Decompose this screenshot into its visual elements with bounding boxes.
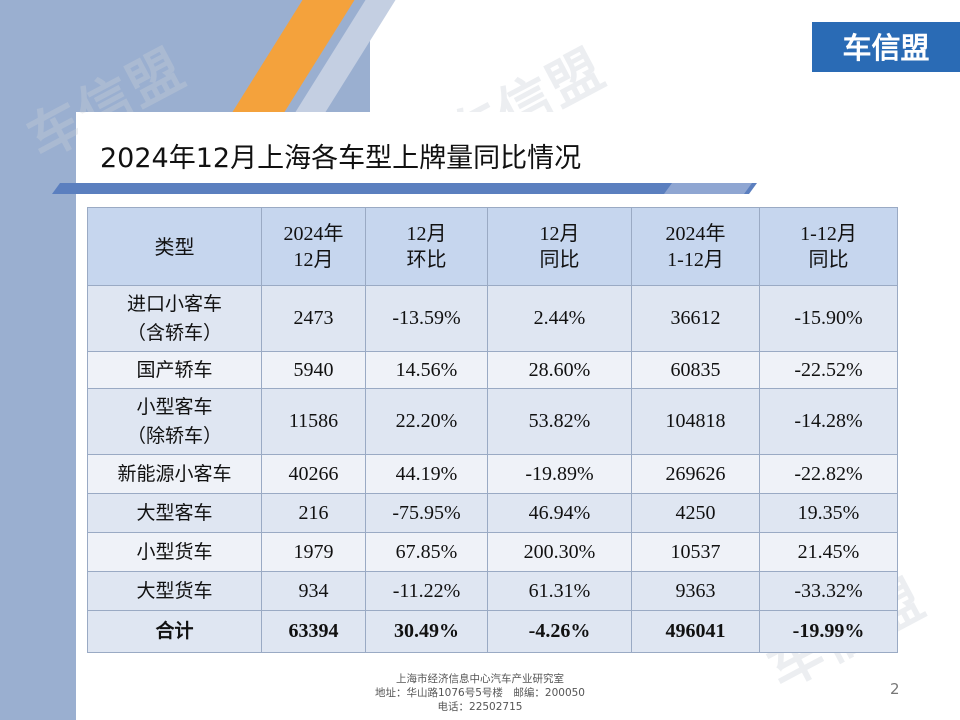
column-header-line1: 2024年	[665, 222, 726, 245]
total-ytd-yoy-cell: -19.99%	[759, 610, 898, 653]
vehicle-type-name: 小型货车	[136, 540, 213, 563]
vehicle-type-cell: 大型客车	[87, 493, 262, 533]
dec-2024-cell: 40266	[261, 454, 366, 494]
vehicle-type-name: 新能源小客车	[117, 462, 232, 485]
mom-cell: 14.56%	[365, 351, 488, 389]
column-header: 2024年 1-12月	[631, 207, 760, 286]
yoy-cell: 200.30%	[487, 532, 632, 572]
ytd-2024-cell: 60835	[631, 351, 760, 389]
vehicle-type-name: 进口小客车	[126, 292, 222, 315]
vehicle-type-cell: 小型货车	[87, 532, 262, 572]
brand-logo-mark: 车信盟	[842, 31, 929, 65]
mom-cell: -75.95%	[365, 493, 488, 533]
column-header-line2: 同比	[539, 248, 580, 271]
table-row: 国产轿车 5940 14.56% 28.60% 60835 -22.52%	[87, 351, 898, 389]
ytd-yoy-cell: 19.35%	[759, 493, 898, 533]
column-header: 12月环比	[365, 207, 488, 286]
column-header-line1: 12月	[539, 222, 580, 245]
dec-2024-cell: 1979	[261, 532, 366, 572]
yoy-cell: -19.89%	[487, 454, 632, 494]
dec-2024-cell: 5940	[261, 351, 366, 389]
yoy-cell: 2.44%	[487, 285, 632, 352]
column-header-line2: 1-12月	[667, 248, 724, 271]
total-mom-cell: 30.49%	[365, 610, 488, 653]
footer-phone: 电话：22502715	[437, 701, 523, 713]
vehicle-type-name: 大型货车	[136, 579, 213, 602]
total-ytd-2024-cell: 496041	[631, 610, 760, 653]
footer: 上海市经济信息中心汽车产业研究室 地址：华山路1076号5号楼 邮编：20005…	[0, 672, 960, 714]
column-header: 类型	[87, 207, 262, 286]
column-header-line2: 同比	[808, 248, 849, 271]
vehicle-type-note: （含轿车）	[126, 321, 222, 344]
vehicle-type-name: 国产轿车	[136, 358, 213, 381]
column-header-line2: 环比	[406, 248, 447, 271]
title-underline-bar	[52, 183, 757, 194]
total-row: 合计 63394 30.49% -4.26% 496041 -19.99%	[87, 610, 898, 653]
yoy-cell: 46.94%	[487, 493, 632, 533]
total-yoy-cell: -4.26%	[487, 610, 632, 653]
table-row: 小型客车 （除轿车） 11586 22.20% 53.82% 104818 -14.28%	[87, 388, 898, 455]
yoy-cell: 28.60%	[487, 351, 632, 389]
vehicle-type-cell: 大型货车	[87, 571, 262, 611]
dec-2024-cell: 11586	[261, 388, 366, 455]
page-title: 2024年12月上海各车型上牌量同比情况	[100, 143, 582, 174]
column-header: 12月同比	[487, 207, 632, 286]
ytd-yoy-cell: -14.28%	[759, 388, 898, 455]
ytd-2024-cell: 104818	[631, 388, 760, 455]
column-header-line1: 1-12月	[800, 222, 857, 245]
column-header-line1: 12月	[406, 222, 447, 245]
table-body: 进口小客车 （含轿车） 2473 -13.59% 2.44% 36612 -15.90% 国产…	[87, 285, 898, 653]
vehicle-type-cell: 新能源小客车	[87, 454, 262, 494]
vehicle-type-note: （除轿车）	[126, 424, 222, 447]
vehicle-type-name: 小型客车	[136, 395, 213, 418]
table-row: 大型货车 934 -11.22% 61.31% 9363 -33.32%	[87, 571, 898, 611]
column-header-line1: 2024年	[283, 222, 344, 245]
vehicle-type-name: 大型客车	[136, 501, 213, 524]
footer-address: 地址：华山路1076号5号楼 邮编：200050	[375, 687, 585, 699]
ytd-yoy-cell: -15.90%	[759, 285, 898, 352]
table-header-row: 类型 2024年 12月 12月 环比 12月 同比 2024年 1-12月 1-12月 同比	[87, 207, 898, 286]
yoy-cell: 61.31%	[487, 571, 632, 611]
dec-2024-cell: 934	[261, 571, 366, 611]
ytd-2024-cell: 10537	[631, 532, 760, 572]
mom-cell: 67.85%	[365, 532, 488, 572]
ytd-2024-cell: 269626	[631, 454, 760, 494]
vehicle-type-cell: 国产轿车	[87, 351, 262, 389]
table-row: 新能源小客车 40266 44.19% -19.89% 269626 -22.82%	[87, 454, 898, 494]
column-header-line1: 类型	[154, 234, 195, 259]
table-row: 小型货车 1979 67.85% 200.30% 10537 21.45%	[87, 532, 898, 572]
ytd-2024-cell: 36612	[631, 285, 760, 352]
mom-cell: 44.19%	[365, 454, 488, 494]
ytd-yoy-cell: -22.52%	[759, 351, 898, 389]
table-row: 大型客车 216 -75.95% 46.94% 4250 19.35%	[87, 493, 898, 533]
ytd-yoy-cell: -22.82%	[759, 454, 898, 494]
table-row: 进口小客车 （含轿车） 2473 -13.59% 2.44% 36612 -15.90%	[87, 285, 898, 352]
total-dec-2024-cell: 63394	[261, 610, 366, 653]
mom-cell: -11.22%	[365, 571, 488, 611]
column-header-line2: 12月	[293, 248, 334, 271]
vehicle-type-cell: 进口小客车 （含轿车）	[87, 285, 262, 352]
dec-2024-cell: 216	[261, 493, 366, 533]
yoy-cell: 53.82%	[487, 388, 632, 455]
column-header: 1-12月同比	[759, 207, 898, 286]
brand-logo-text: 车信盟	[842, 31, 929, 65]
total-label: 合计	[87, 610, 262, 653]
footer-org: 上海市经济信息中心汽车产业研究室	[396, 673, 564, 685]
left-side-band	[0, 0, 76, 720]
column-header: 2024年 12月	[261, 207, 366, 286]
ytd-yoy-cell: -33.32%	[759, 571, 898, 611]
ytd-2024-cell: 9363	[631, 571, 760, 611]
brand-logo: 车信盟	[812, 22, 960, 72]
ytd-yoy-cell: 21.45%	[759, 532, 898, 572]
ytd-2024-cell: 4250	[631, 493, 760, 533]
registration-table: 类型 2024年 12月 12月 环比 12月 同比 2024年 1-12月 1-12月 同比 进口…	[87, 207, 898, 653]
mom-cell: -13.59%	[365, 285, 488, 352]
vehicle-type-cell: 小型客车 （除轿车）	[87, 388, 262, 455]
mom-cell: 22.20%	[365, 388, 488, 455]
dec-2024-cell: 2473	[261, 285, 366, 352]
page-number: 2	[890, 680, 900, 698]
